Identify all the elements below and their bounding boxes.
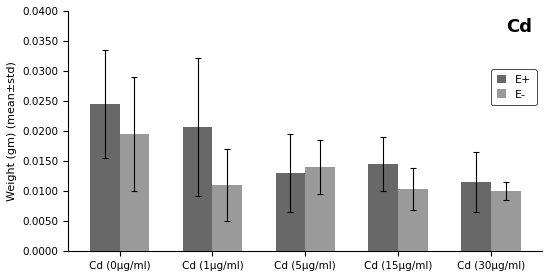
- Bar: [276, 173, 305, 251]
- Bar: [398, 189, 428, 251]
- Legend: E+, E-: E+, E-: [491, 70, 536, 105]
- Y-axis label: Weight (gm) (mean±std): Weight (gm) (mean±std): [7, 61, 17, 201]
- Bar: [305, 167, 335, 251]
- Bar: [90, 104, 120, 251]
- Bar: [368, 164, 398, 251]
- Bar: [183, 127, 212, 251]
- Bar: [120, 134, 149, 251]
- Text: Cd: Cd: [507, 18, 533, 36]
- Bar: [212, 185, 242, 251]
- Bar: [461, 182, 491, 251]
- Bar: [491, 191, 520, 251]
